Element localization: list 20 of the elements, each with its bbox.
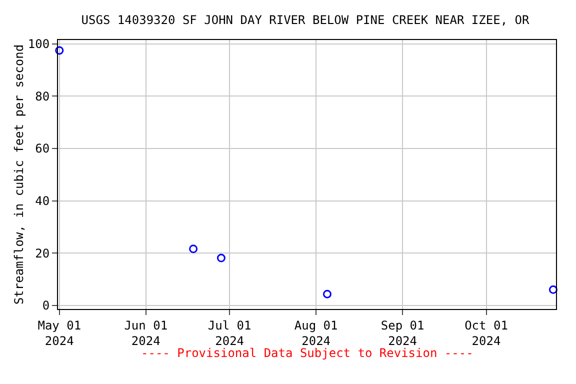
y-tick-label: 60 (35, 142, 50, 156)
y-tick-label: 100 (28, 37, 50, 52)
y-tick-label: 80 (35, 89, 50, 104)
y-tick-label: 40 (35, 194, 50, 208)
point (322, 290, 332, 298)
point (189, 244, 198, 254)
x-tick-label: Sep 01 2024 (380, 318, 424, 348)
text: ---- Provisional Data Subject to Revision ---- (141, 346, 474, 360)
y-axis-title: Streamflow, in cubic feet per second (12, 44, 26, 305)
y-tick-label: 0 (42, 298, 50, 313)
x-tick-label: Jul 01 2024 (208, 318, 252, 348)
x-tick-label: Aug 01 2024 (294, 318, 338, 348)
point (548, 285, 558, 294)
x-tick-label: Jun 01 2024 (124, 318, 168, 348)
x-tick-label: Oct 01 2024 (464, 318, 508, 348)
y-tick-label: 20 (35, 246, 50, 260)
chart-title: USGS 14039320 SF JOHN DAY RIVER BELOW PINE CREEK NEAR IZEE, OR (81, 12, 530, 27)
point (55, 46, 64, 55)
point (216, 254, 226, 262)
x-tick-label: May 01 2024 (38, 318, 82, 348)
